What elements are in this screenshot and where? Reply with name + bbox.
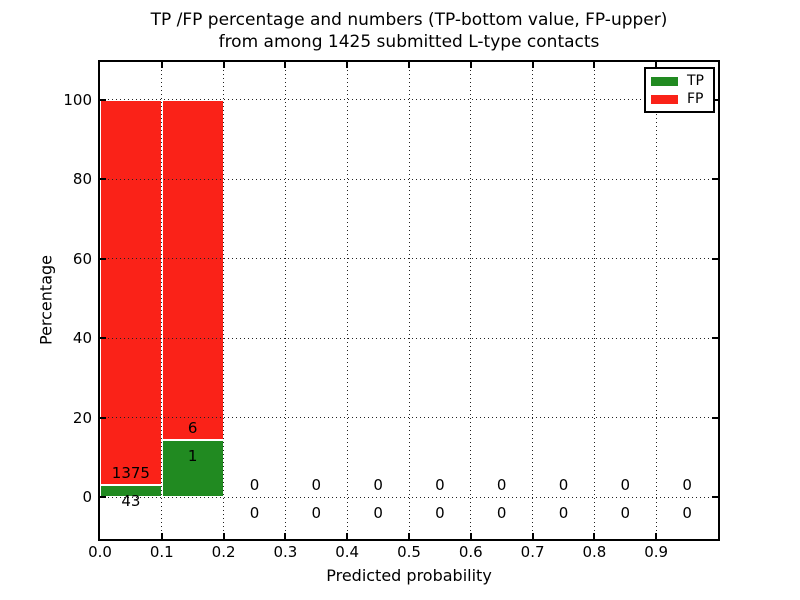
- bar-segment-fp-bin-0: [100, 99, 162, 485]
- legend-label-tp: TP: [687, 73, 704, 89]
- legend-entry-tp: TP: [651, 74, 708, 88]
- legend: TP FP: [644, 67, 715, 113]
- chart-title-line-2: from among 1425 submitted L-type contact…: [218, 32, 600, 52]
- fp-color-swatch: [651, 94, 678, 104]
- chart-title-line-1: TP /FP percentage and numbers (TP-bottom…: [150, 10, 668, 30]
- legend-label-fp: FP: [687, 91, 704, 107]
- x-axis-label: Predicted probability: [326, 566, 492, 585]
- bar-segment-tp-bin-0: [100, 484, 162, 497]
- tp-color-swatch: [651, 76, 678, 86]
- bar-segment-fp-bin-1: [161, 99, 224, 441]
- chart-title: TP /FP percentage and numbers (TP-bottom…: [98, 9, 720, 53]
- bar-segment-tp-bin-1: [161, 440, 224, 497]
- legend-entry-fp: FP: [651, 92, 708, 106]
